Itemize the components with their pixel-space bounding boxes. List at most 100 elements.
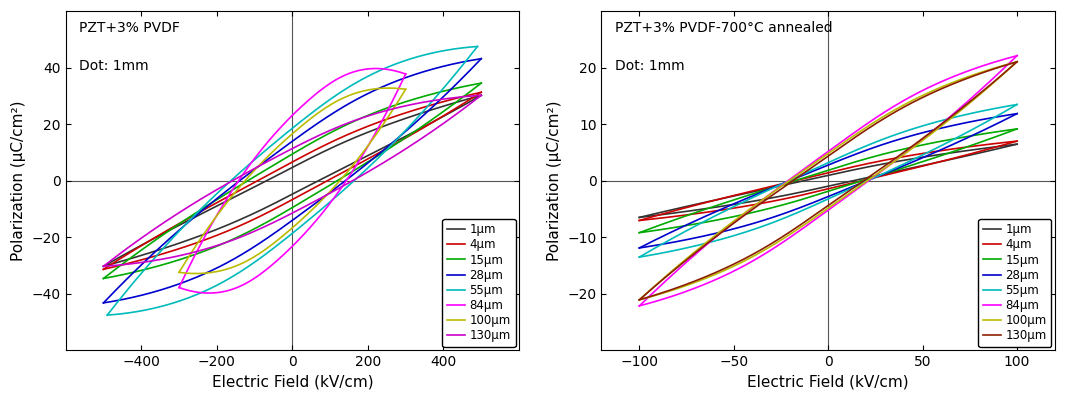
4μm: [238, 222, 251, 227]
15μm: [430, 115, 442, 119]
1μm: [965, 152, 978, 157]
15μm: [97, 276, 110, 281]
100μm: [1011, 59, 1023, 64]
Line: 28μm: 28μm: [103, 59, 481, 303]
130μm: [474, 93, 487, 98]
Line: 100μm: 100μm: [179, 89, 406, 273]
55μm: [965, 128, 978, 132]
55μm: [738, 230, 750, 235]
55μm: [351, 176, 364, 180]
100μm: [257, 249, 270, 253]
100μm: [861, 178, 874, 183]
4μm: [203, 236, 215, 241]
130μm: [861, 176, 874, 180]
100μm: [633, 298, 646, 302]
1μm: [888, 169, 901, 174]
4μm: [965, 151, 978, 156]
84μm: [965, 95, 978, 100]
28μm: [861, 178, 874, 183]
55μm: [324, 199, 337, 204]
55μm: [204, 286, 216, 291]
15μm: [1011, 126, 1023, 131]
4μm: [352, 162, 365, 166]
84μm: [1011, 53, 1023, 58]
28μm: [737, 224, 749, 229]
15μm: [633, 230, 646, 235]
55μm: [737, 231, 749, 235]
100μm: [773, 239, 786, 243]
1μm: [352, 158, 365, 163]
28μm: [888, 167, 901, 172]
130μm: [203, 246, 215, 251]
Line: 15μm: 15μm: [640, 129, 1017, 233]
84μm: [236, 283, 248, 288]
84μm: [257, 270, 270, 275]
Line: 130μm: 130μm: [640, 62, 1017, 300]
55μm: [861, 178, 874, 183]
100μm: [372, 129, 385, 134]
100μm: [309, 204, 322, 209]
Line: 4μm: 4μm: [640, 141, 1017, 221]
55μm: [238, 267, 251, 271]
28μm: [1011, 111, 1023, 116]
55μm: [888, 166, 901, 171]
55μm: [1011, 102, 1023, 107]
4μm: [200, 237, 213, 242]
4μm: [430, 118, 442, 123]
Line: 15μm: 15μm: [103, 83, 481, 278]
84μm: [309, 219, 322, 223]
28μm: [352, 168, 365, 173]
55μm: [773, 218, 786, 223]
15μm: [773, 203, 786, 208]
1μm: [738, 200, 750, 205]
15μm: [200, 248, 213, 253]
1μm: [1011, 142, 1023, 146]
28μm: [738, 224, 750, 229]
1μm: [200, 231, 213, 236]
1μm: [238, 216, 251, 221]
100μm: [235, 261, 247, 266]
1μm: [861, 175, 874, 180]
Line: 28μm: 28μm: [640, 113, 1017, 248]
28μm: [97, 300, 110, 305]
15μm: [238, 232, 251, 237]
130μm: [1011, 59, 1023, 64]
Line: 130μm: 130μm: [103, 95, 481, 266]
4μm: [861, 177, 874, 182]
130μm: [773, 236, 786, 241]
4μm: [737, 204, 749, 209]
130μm: [238, 233, 251, 238]
28μm: [325, 189, 338, 194]
1μm: [97, 264, 110, 269]
1μm: [773, 194, 786, 199]
130μm: [200, 246, 213, 251]
4μm: [1011, 139, 1023, 144]
28μm: [633, 245, 646, 250]
55μm: [201, 287, 214, 292]
130μm: [965, 98, 978, 103]
1μm: [203, 230, 215, 235]
1μm: [633, 215, 646, 220]
4μm: [97, 267, 110, 272]
15μm: [352, 166, 365, 170]
X-axis label: Electric Field (kV/cm): Electric Field (kV/cm): [747, 375, 909, 390]
1μm: [474, 93, 487, 98]
28μm: [773, 213, 786, 217]
100μm: [737, 259, 749, 264]
28μm: [965, 134, 978, 138]
100μm: [236, 261, 248, 266]
Text: PZT+3% PVDF-700°C annealed: PZT+3% PVDF-700°C annealed: [615, 21, 833, 35]
84μm: [372, 125, 385, 130]
4μm: [773, 197, 786, 202]
Line: 84μm: 84μm: [640, 56, 1017, 306]
4μm: [633, 218, 646, 223]
15μm: [965, 143, 978, 148]
Line: 100μm: 100μm: [640, 62, 1017, 300]
130μm: [325, 190, 338, 194]
84μm: [235, 284, 247, 288]
1μm: [737, 200, 749, 205]
84μm: [203, 291, 215, 296]
130μm: [738, 256, 750, 261]
1μm: [430, 118, 442, 123]
4μm: [325, 176, 338, 181]
